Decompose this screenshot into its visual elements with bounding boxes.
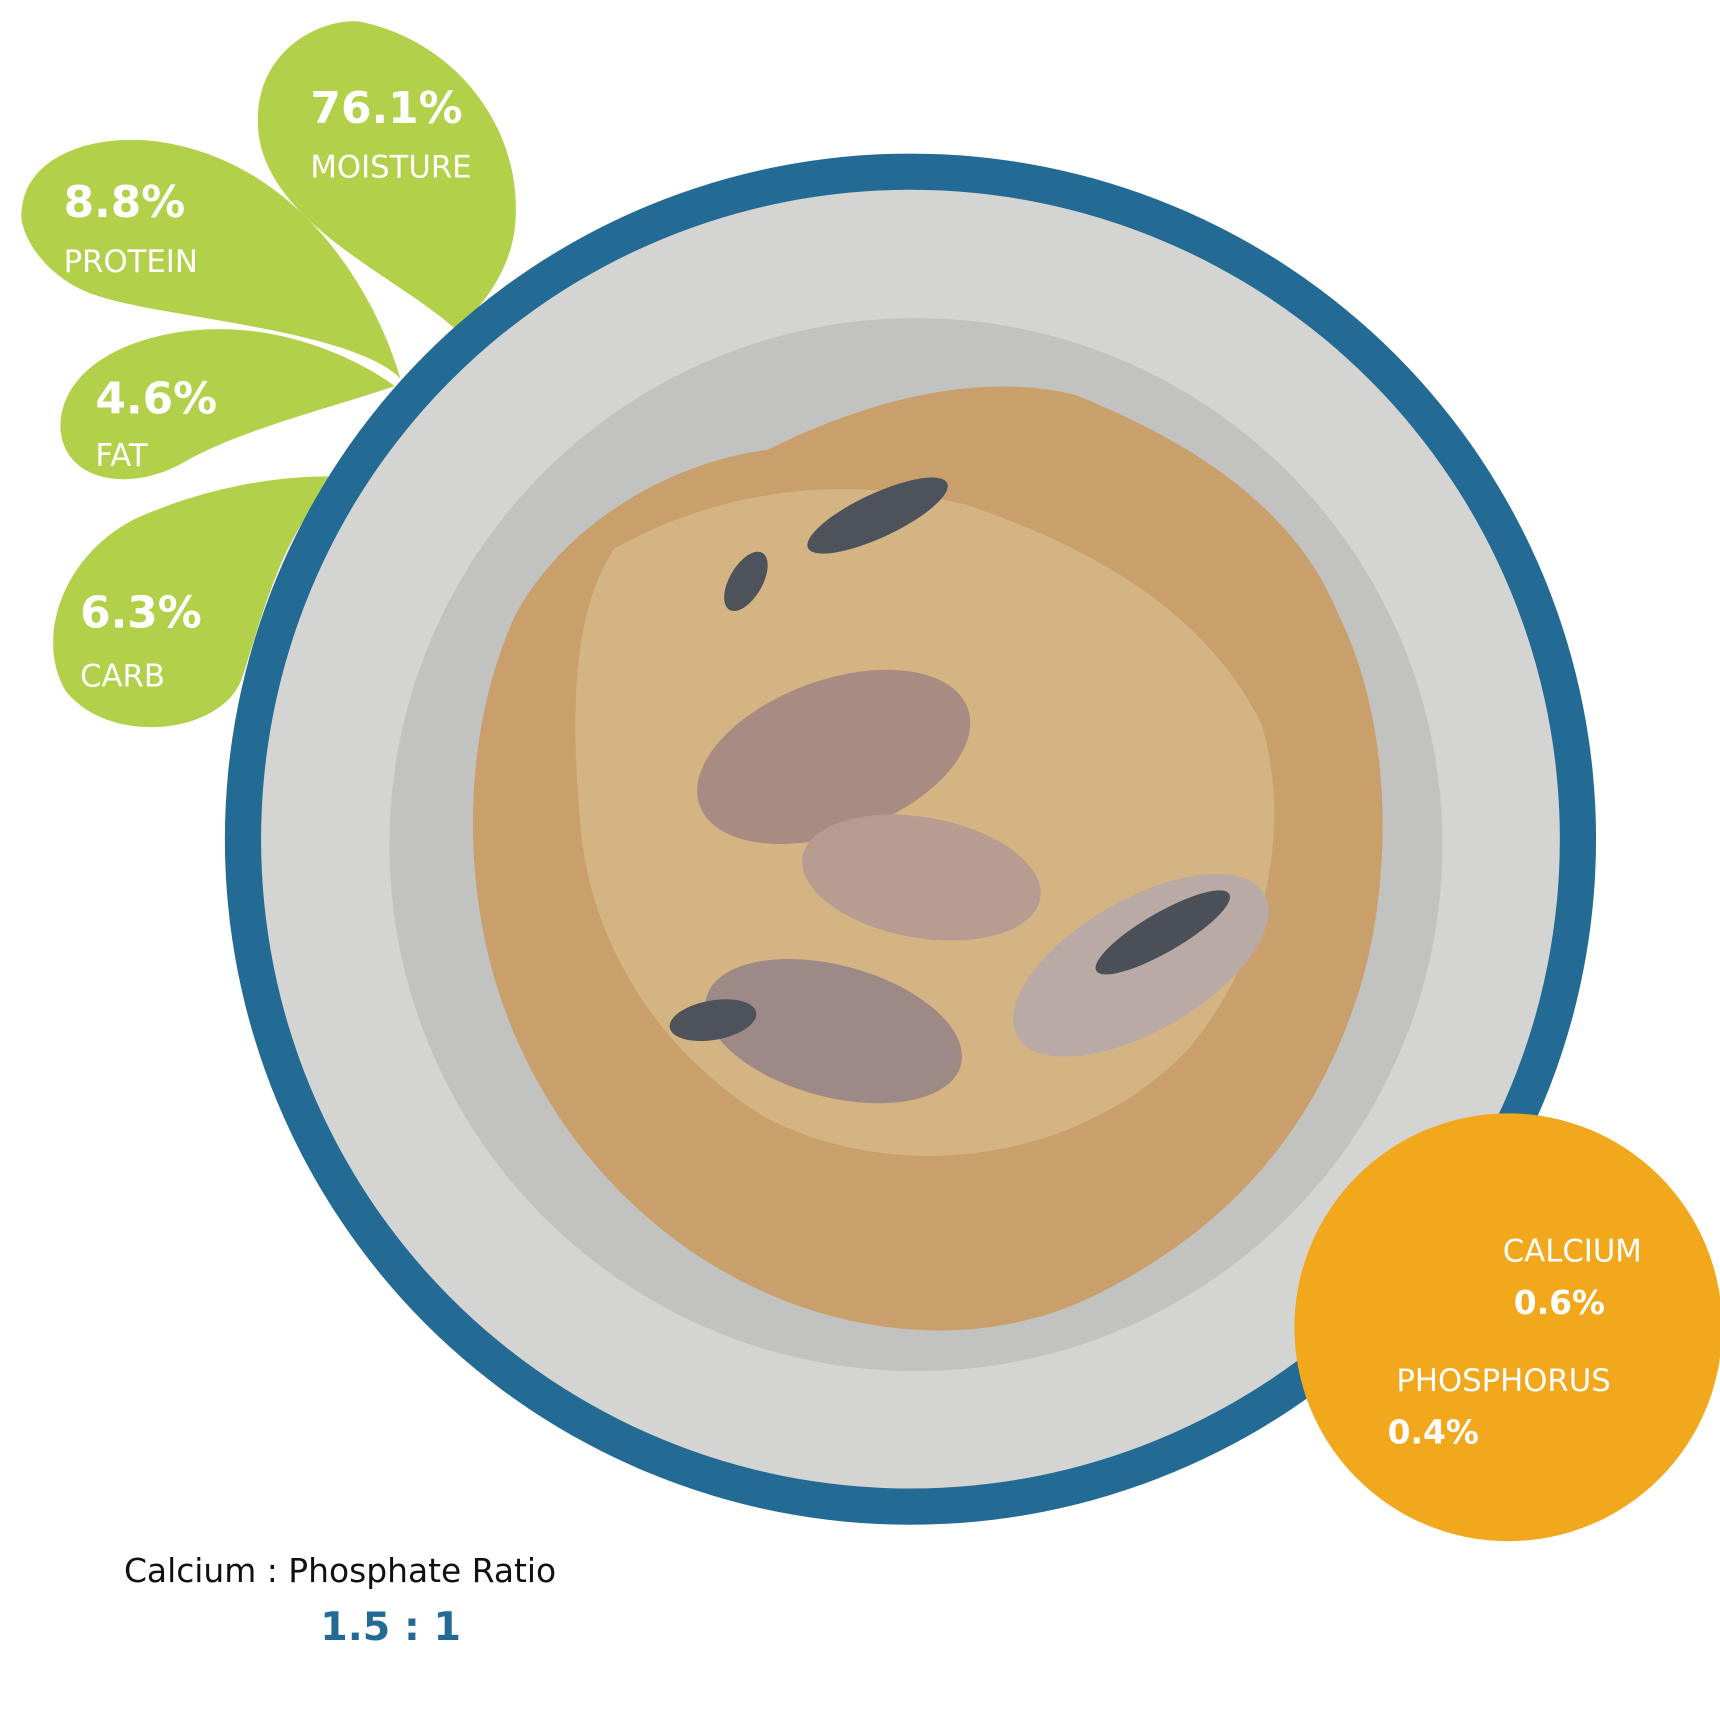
ratio-title: Calcium : Phosphate Ratio [124,1551,556,1590]
ratio-value: 1.5 : 1 [320,1604,461,1650]
minerals-circle [1294,1113,1720,1542]
nutrient-label: CARB [80,659,165,695]
nutrient-value: 4.6% [95,374,217,425]
petal-protein [21,139,401,379]
petal-moisture [257,21,516,330]
mineral-value: 0.4% [1388,1413,1479,1452]
nutrient-value: 6.3% [80,587,202,638]
mineral-label: PHOSPHORUS [1396,1363,1610,1399]
nutrient-label: FAT [95,438,147,474]
petal-carb [53,476,346,728]
mineral-value: 0.6% [1514,1283,1605,1322]
petal-fat [60,329,395,480]
petals [21,21,516,728]
nutrient-value: 8.8% [64,177,186,228]
mineral-label: CALCIUM [1503,1233,1642,1269]
nutrient-label: MOISTURE [310,150,471,186]
nutrient-value: 76.1% [310,83,462,134]
nutrient-label: PROTEIN [64,244,198,280]
food [472,386,1383,1331]
